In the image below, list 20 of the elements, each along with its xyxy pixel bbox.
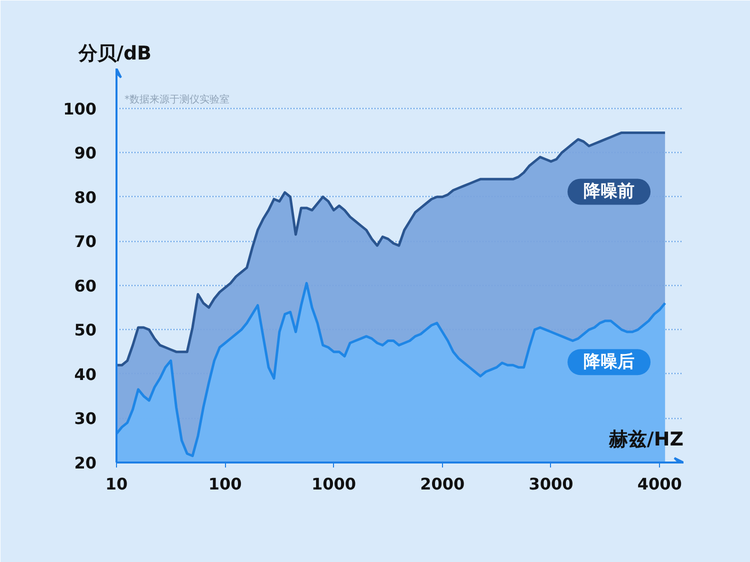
y-tick-label: 90 xyxy=(74,144,96,163)
y-tick-label: 100 xyxy=(63,99,97,118)
y-tick-label: 20 xyxy=(74,454,96,472)
y-tick-label: 60 xyxy=(74,276,96,296)
y-axis-title: 分贝/dB xyxy=(78,42,152,64)
y-tick-label: 70 xyxy=(74,232,96,252)
x-tick-label: 4000 xyxy=(637,474,682,494)
y-tick-label: 30 xyxy=(74,409,96,428)
x-axis-title: 赫兹/HZ xyxy=(608,428,684,450)
x-tick-label: 10 xyxy=(105,474,128,494)
series-label: 降噪前 xyxy=(584,182,635,202)
x-tick-label: 2000 xyxy=(420,474,465,494)
y-tick-label: 50 xyxy=(74,320,96,340)
x-tick-label: 100 xyxy=(208,474,242,494)
y-tick-label: 40 xyxy=(74,364,96,384)
y-tick-label: 80 xyxy=(74,188,96,207)
x-tick-label: 3000 xyxy=(528,474,574,494)
annotation: *数据来源于测仪实验室 xyxy=(124,93,230,106)
x-tick-label: 1000 xyxy=(311,474,356,494)
series-label: 降噪后 xyxy=(584,352,635,372)
